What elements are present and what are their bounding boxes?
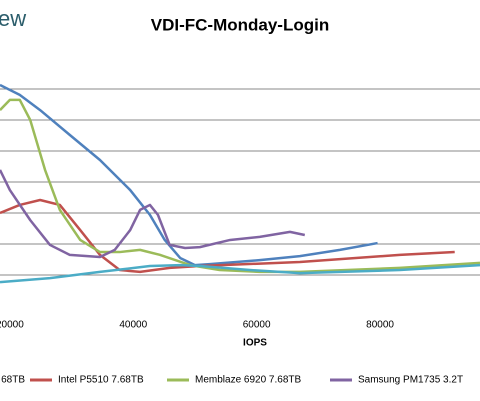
series-line: [0, 169, 306, 259]
x-tick-label: 80000: [366, 320, 394, 331]
legend-label: Intel P5510 7.68TB: [58, 375, 144, 386]
x-axis-label: IOPS: [243, 338, 267, 349]
logo-text: ew: [0, 6, 26, 31]
legend-label: Samsung PM1735 3.2T: [358, 375, 463, 386]
x-tick-label: 60000: [243, 320, 271, 331]
chart-title: VDI-FC-Monday-Login: [151, 15, 329, 34]
legend-label: 68TB: [1, 375, 25, 386]
series-line: [0, 198, 455, 274]
x-tick-label: 20000: [0, 320, 24, 331]
series-line: [0, 83, 378, 267]
x-tick-label: 40000: [119, 320, 147, 331]
series-line: [0, 98, 480, 274]
legend-label: Memblaze 6920 7.68TB: [195, 375, 302, 386]
series-line: [0, 263, 480, 284]
